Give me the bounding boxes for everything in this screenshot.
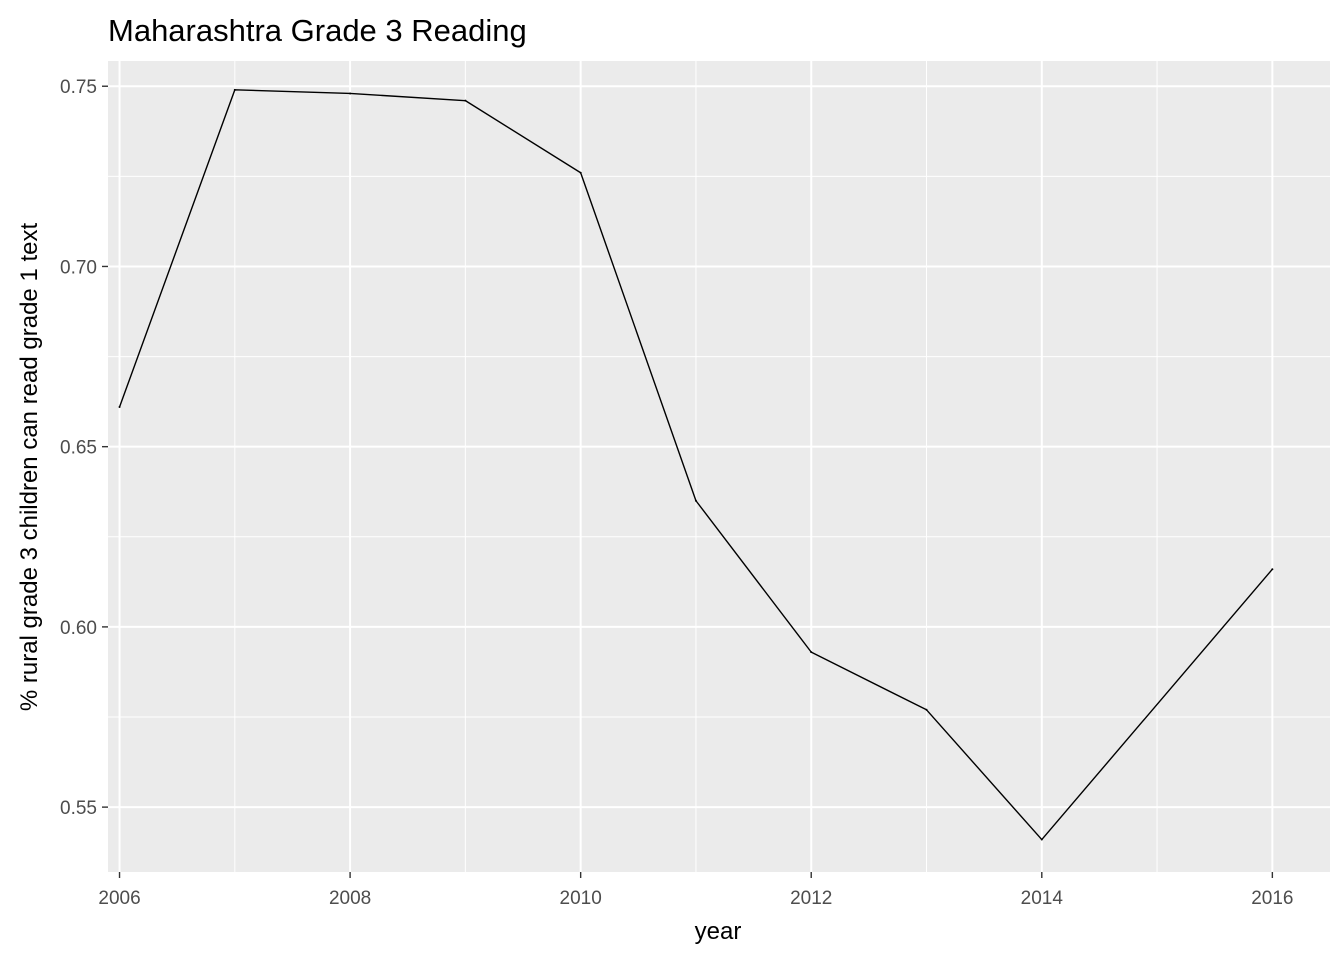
x-axis-title: year <box>695 918 742 945</box>
x-tick-label: 2012 <box>790 888 832 909</box>
x-tick-label: 2016 <box>1251 888 1293 909</box>
x-tick-label: 2010 <box>560 888 602 909</box>
y-tick-label: 0.70 <box>60 257 97 278</box>
plot-panel <box>108 61 1330 872</box>
data-point <box>810 651 813 654</box>
y-tick-label: 0.75 <box>60 77 97 98</box>
data-point <box>233 88 236 91</box>
data-point <box>694 499 697 502</box>
y-axis: 0.55 0.60 0.65 0.70 0.75 <box>60 77 108 819</box>
y-tick-label: 0.55 <box>60 798 97 819</box>
data-point <box>925 708 928 711</box>
x-tick-label: 2008 <box>329 888 371 909</box>
y-axis-title: % rural grade 3 children can read grade … <box>16 223 43 712</box>
minor-gridlines <box>108 61 1330 872</box>
y-tick-label: 0.65 <box>60 438 97 459</box>
x-tick-label: 2006 <box>98 888 140 909</box>
major-gridlines <box>108 61 1330 872</box>
data-point <box>1040 838 1043 841</box>
data-point <box>579 171 582 174</box>
data-point <box>464 99 467 102</box>
data-point <box>349 92 352 95</box>
chart-title: Maharashtra Grade 3 Reading <box>108 13 527 48</box>
data-point <box>118 406 121 409</box>
series-layer <box>118 88 1274 841</box>
x-axis: 2006 2008 2010 2012 2014 2016 <box>98 872 1293 909</box>
x-tick-label: 2014 <box>1021 888 1064 909</box>
series-line-0 <box>118 89 1273 841</box>
data-point <box>1271 568 1274 571</box>
y-tick-label: 0.60 <box>60 618 97 639</box>
